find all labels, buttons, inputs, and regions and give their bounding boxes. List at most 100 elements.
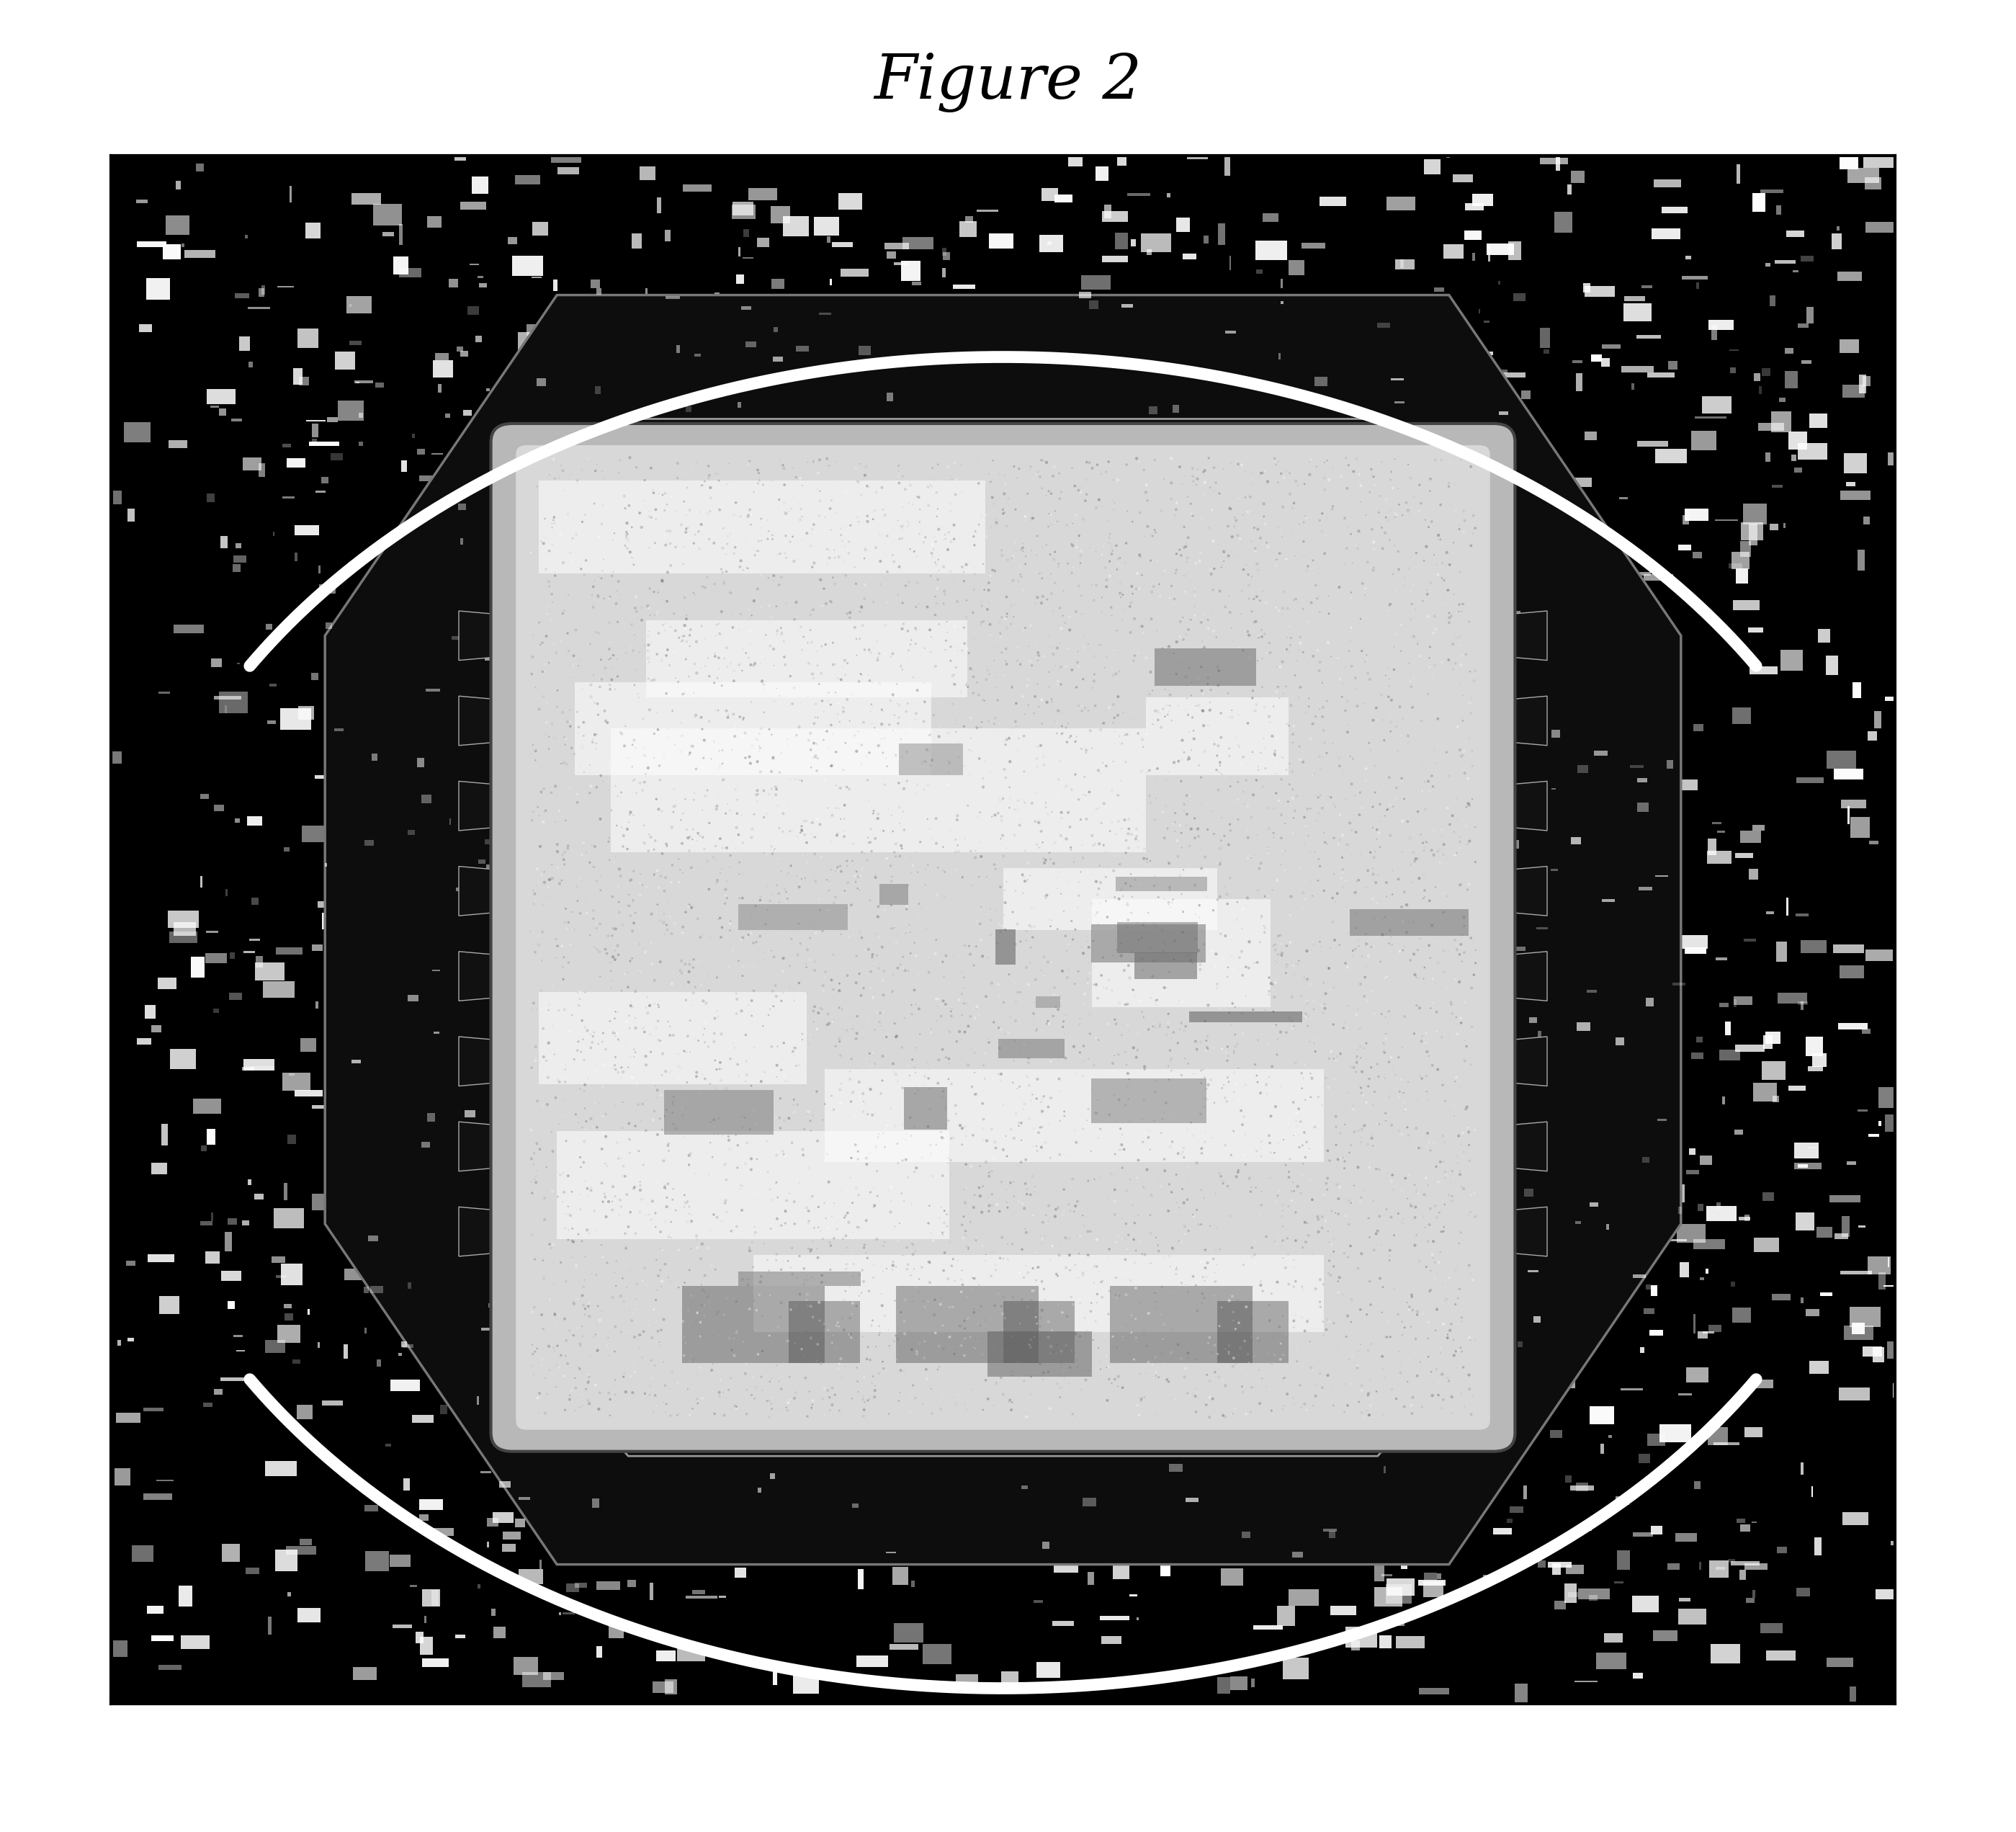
Point — [470, 416, 502, 445]
Point — [1234, 458, 1266, 487]
Point — [564, 377, 597, 407]
Point — [395, 1634, 427, 1663]
Point — [575, 1544, 607, 1574]
Point — [1048, 1647, 1081, 1676]
Point — [415, 799, 448, 828]
Point — [123, 251, 155, 280]
Point — [1752, 1257, 1784, 1286]
Point — [1085, 1347, 1117, 1376]
Point — [655, 456, 687, 485]
Point — [1081, 524, 1113, 553]
Point — [1135, 577, 1167, 606]
Point — [1189, 579, 1222, 608]
Point — [1179, 958, 1212, 987]
Point — [929, 636, 962, 665]
Point — [851, 1244, 883, 1273]
Point — [1268, 1363, 1300, 1392]
Point — [192, 639, 224, 669]
Point — [101, 766, 133, 795]
Point — [147, 436, 179, 465]
Point — [704, 1451, 736, 1480]
Point — [730, 1359, 762, 1389]
Point — [1060, 672, 1093, 702]
Bar — [1762, 1193, 1774, 1202]
Point — [1760, 1554, 1792, 1583]
Bar — [1702, 1332, 1714, 1334]
Point — [163, 782, 196, 812]
Point — [1099, 883, 1131, 912]
Point — [351, 1266, 383, 1295]
Point — [621, 597, 653, 627]
Point — [706, 1147, 738, 1176]
Point — [1724, 1389, 1756, 1418]
Point — [1734, 1158, 1766, 1187]
Point — [1276, 784, 1308, 813]
Point — [304, 583, 337, 612]
Point — [808, 1387, 841, 1416]
Point — [1431, 1249, 1464, 1279]
Point — [286, 288, 319, 317]
Bar — [399, 1354, 401, 1356]
Point — [887, 797, 919, 826]
Point — [1327, 203, 1359, 233]
Point — [1073, 1550, 1105, 1579]
Point — [1351, 660, 1383, 689]
Point — [1454, 1097, 1486, 1127]
Point — [651, 1130, 683, 1160]
Point — [1480, 376, 1512, 405]
Point — [1712, 476, 1744, 506]
Point — [611, 332, 643, 361]
Point — [524, 630, 556, 660]
Point — [1520, 515, 1552, 544]
Point — [1568, 705, 1601, 735]
Point — [1583, 183, 1615, 213]
Point — [274, 533, 306, 562]
Point — [1466, 1273, 1498, 1303]
Point — [927, 1092, 960, 1121]
Point — [768, 978, 800, 1008]
Point — [603, 872, 635, 901]
Point — [1064, 1480, 1097, 1510]
Point — [931, 583, 964, 612]
Point — [673, 205, 706, 234]
Point — [1028, 203, 1060, 233]
Point — [689, 1260, 722, 1290]
Point — [444, 1292, 476, 1321]
Point — [585, 456, 617, 485]
Point — [216, 1477, 248, 1506]
Point — [1621, 1312, 1653, 1341]
Point — [540, 436, 573, 465]
Point — [433, 1020, 466, 1050]
Point — [1524, 438, 1556, 467]
Point — [891, 1449, 923, 1478]
Point — [1145, 1074, 1177, 1103]
Point — [1782, 1180, 1814, 1209]
Point — [1486, 813, 1518, 843]
Point — [560, 705, 593, 735]
Point — [296, 573, 329, 603]
Point — [933, 436, 966, 465]
Point — [264, 507, 296, 537]
Bar — [1637, 779, 1647, 782]
Point — [696, 1143, 728, 1172]
Point — [470, 1279, 502, 1308]
Point — [1193, 1583, 1226, 1612]
Point — [1139, 801, 1171, 830]
Point — [226, 1649, 258, 1678]
Point — [1702, 819, 1734, 848]
Point — [1302, 185, 1335, 214]
Point — [1865, 757, 1897, 786]
Point — [1647, 649, 1679, 678]
Point — [1718, 526, 1750, 555]
Bar — [1651, 1526, 1663, 1535]
Point — [1443, 826, 1476, 856]
Point — [649, 753, 681, 782]
Point — [1385, 469, 1417, 498]
Point — [1754, 1358, 1786, 1387]
Point — [657, 253, 689, 282]
Point — [960, 843, 992, 872]
Point — [542, 485, 575, 515]
Point — [1234, 1205, 1266, 1235]
Point — [893, 1061, 925, 1090]
Point — [788, 729, 821, 758]
